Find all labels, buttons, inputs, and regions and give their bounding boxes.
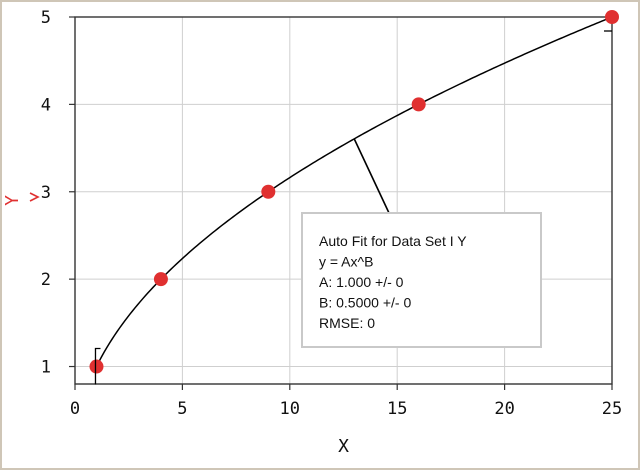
data-point — [153, 272, 168, 287]
x-tick-label: 15 — [387, 399, 407, 419]
annotation-line: B: 0.5000 +/- 0 — [319, 295, 411, 311]
x-axis-title: X — [338, 436, 349, 457]
data-point — [411, 97, 426, 112]
annotation-line: A: 1.000 +/- 0 — [319, 274, 404, 290]
x-tick-label: 0 — [70, 399, 80, 419]
y-tick-label: 5 — [41, 8, 51, 28]
annotation-box[interactable]: Auto Fit for Data Set I Y y = Ax^B A: 1.00… — [301, 212, 542, 348]
data-point — [89, 359, 104, 374]
y-tick-label: 3 — [41, 183, 51, 203]
x-tick-label: 20 — [494, 399, 514, 419]
fit-start-mark — [94, 347, 101, 385]
y-title-marker — [29, 192, 40, 202]
x-tick-label: 25 — [602, 399, 622, 419]
data-points — [89, 10, 619, 374]
ticks — [69, 16, 613, 390]
plot-area — [74, 16, 613, 385]
annotation-line: RMSE: 0 — [319, 315, 375, 331]
y-axis-title: Y — [2, 195, 23, 206]
x-tick-label: 10 — [280, 399, 300, 419]
annotation-line: Auto Fit for Data Set I Y — [319, 233, 467, 249]
data-point — [261, 184, 276, 199]
y-tick-label: 2 — [41, 270, 51, 290]
corner-marks — [29, 30, 612, 385]
tick-labels: 0 5 10 15 20 25 1 2 3 4 5 — [41, 8, 622, 419]
y-tick-label: 4 — [41, 95, 51, 115]
annotation-text: Auto Fit for Data Set I Y y = Ax^B A: 1.00… — [319, 233, 467, 331]
x-tick-label: 5 — [177, 399, 187, 419]
annotation-leader-line — [353, 138, 390, 214]
y-tick-label: 1 — [41, 358, 51, 378]
data-point — [605, 10, 619, 24]
annotation-line: y = Ax^B — [319, 254, 373, 270]
